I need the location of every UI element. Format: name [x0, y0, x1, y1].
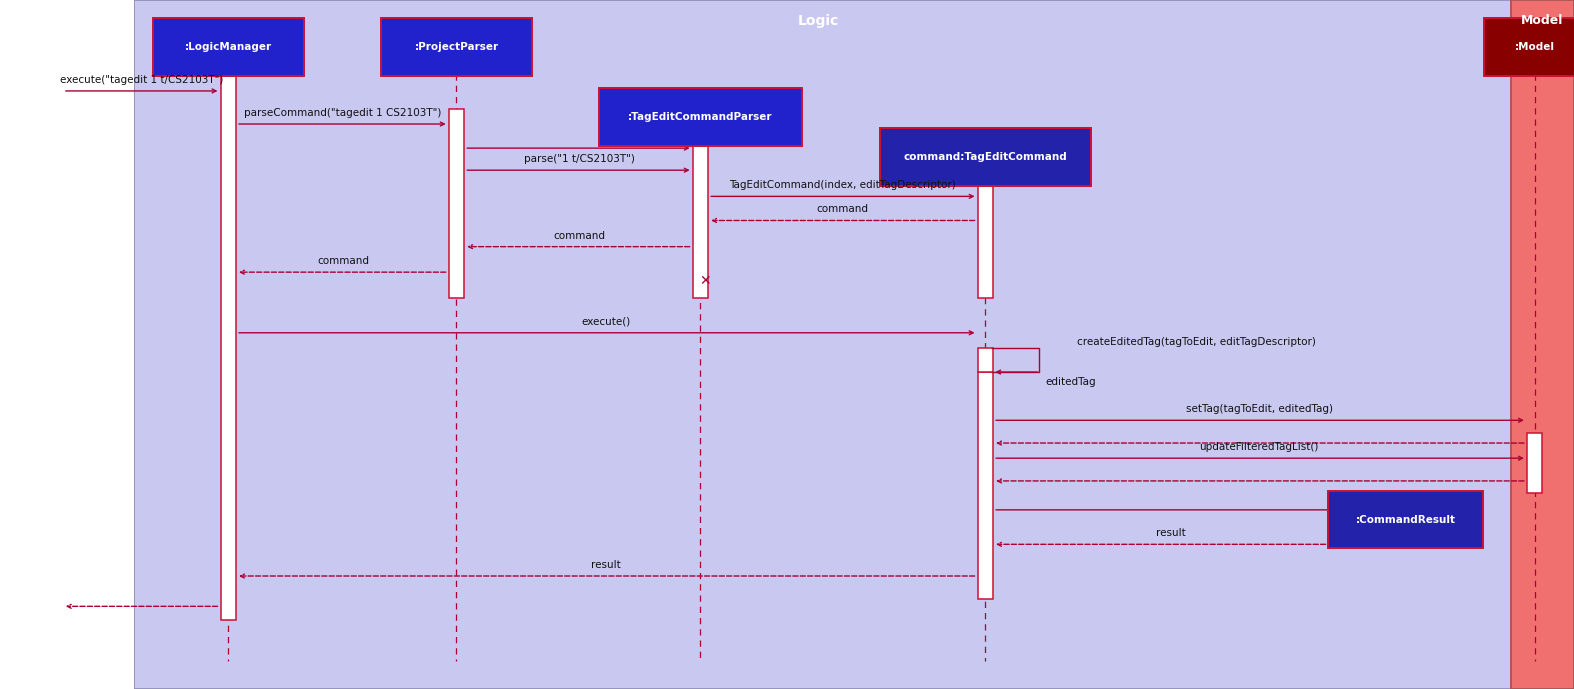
Bar [977, 183, 993, 298]
Bar [977, 348, 993, 372]
Text: editedTag: editedTag [1045, 378, 1096, 387]
FancyBboxPatch shape [1327, 491, 1483, 548]
Bar [449, 109, 464, 298]
Text: execute("tagedit 1 t/CS2103T"): execute("tagedit 1 t/CS2103T") [60, 75, 224, 85]
FancyBboxPatch shape [598, 88, 801, 146]
Text: :LogicManager: :LogicManager [184, 42, 272, 52]
Bar [693, 146, 708, 298]
Text: parse("1 t/CS2103T"): parse("1 t/CS2103T") [524, 154, 634, 164]
Text: command: command [316, 256, 370, 266]
Bar [220, 76, 236, 620]
Text: parseCommand("tagedit 1 CS2103T"): parseCommand("tagedit 1 CS2103T") [244, 108, 442, 118]
FancyBboxPatch shape [880, 128, 1091, 186]
Text: execute(): execute() [581, 317, 631, 327]
Text: result: result [1157, 528, 1185, 538]
Text: setTag(tagToEdit, editedTag): setTag(tagToEdit, editedTag) [1185, 404, 1333, 414]
FancyBboxPatch shape [381, 18, 532, 76]
Bar [134, 0, 1511, 689]
Text: command: command [552, 231, 606, 240]
FancyBboxPatch shape [1484, 18, 1574, 76]
Text: result: result [592, 560, 620, 570]
Text: Model: Model [1522, 14, 1563, 27]
Text: :Model: :Model [1514, 42, 1555, 52]
Text: :CommandResult: :CommandResult [1355, 515, 1456, 524]
Text: updateFilteredTagList(): updateFilteredTagList() [1199, 442, 1319, 452]
Text: Logic: Logic [798, 14, 839, 28]
Text: :TagEditCommandParser: :TagEditCommandParser [628, 112, 773, 122]
Text: createEditedTag(tagToEdit, editTagDescriptor): createEditedTag(tagToEdit, editTagDescri… [1077, 338, 1316, 347]
Text: TagEditCommand(index, editTagDescriptor): TagEditCommand(index, editTagDescriptor) [729, 181, 955, 190]
Text: ✕: ✕ [699, 274, 711, 288]
Text: command:TagEditCommand: command:TagEditCommand [903, 152, 1067, 162]
Bar [0, 0, 134, 689]
Text: command: command [815, 205, 869, 214]
Text: :ProjectParser: :ProjectParser [414, 42, 499, 52]
FancyBboxPatch shape [153, 18, 304, 76]
Bar [1511, 0, 1574, 689]
Bar [977, 372, 993, 599]
Bar [1527, 433, 1543, 493]
